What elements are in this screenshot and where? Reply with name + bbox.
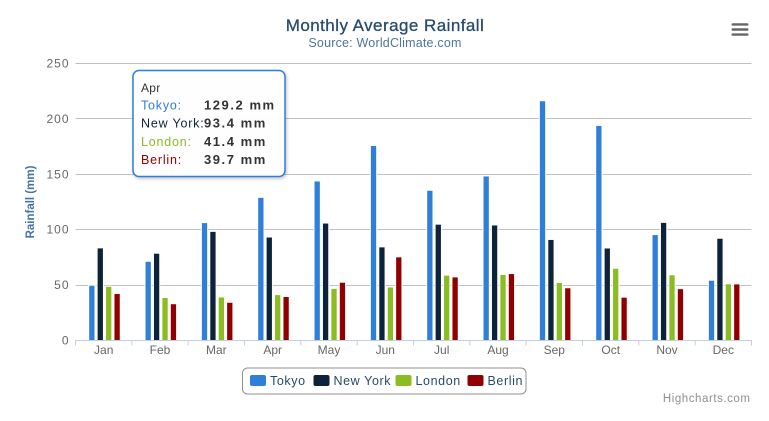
svg-text:Jan: Jan <box>94 343 113 357</box>
svg-text:39.7 mm: 39.7 mm <box>204 152 267 167</box>
svg-text:Jun: Jun <box>376 343 395 357</box>
svg-text:May: May <box>318 343 341 357</box>
svg-text:150: 150 <box>46 167 69 181</box>
svg-text:London: London <box>416 374 461 388</box>
svg-text:41.4 mm: 41.4 mm <box>204 134 267 149</box>
svg-text:Nov: Nov <box>656 343 677 357</box>
svg-text:New York: New York <box>334 374 392 388</box>
svg-text:Apr: Apr <box>263 343 282 357</box>
svg-text:Feb: Feb <box>150 343 171 357</box>
svg-text:London:: London: <box>141 135 192 149</box>
svg-text:Jul: Jul <box>434 343 449 357</box>
svg-text:Tokyo: Tokyo <box>270 374 306 388</box>
svg-text:Monthly Average Rainfall: Monthly Average Rainfall <box>286 16 485 35</box>
svg-text:250: 250 <box>46 57 69 71</box>
svg-text:Source: WorldClimate.com: Source: WorldClimate.com <box>308 36 461 50</box>
svg-text:Aug: Aug <box>487 343 508 357</box>
svg-text:Dec: Dec <box>713 343 734 357</box>
svg-text:Tokyo:: Tokyo: <box>141 99 182 113</box>
svg-text:100: 100 <box>46 223 69 237</box>
svg-text:Mar: Mar <box>206 343 227 357</box>
svg-text:Rainfall (mm): Rainfall (mm) <box>25 165 37 238</box>
svg-text:50: 50 <box>54 278 69 292</box>
svg-text:129.2 mm: 129.2 mm <box>204 98 276 113</box>
svg-text:0: 0 <box>62 334 70 348</box>
svg-text:Oct: Oct <box>601 343 620 357</box>
svg-text:Highcharts.com: Highcharts.com <box>663 393 751 405</box>
svg-text:200: 200 <box>46 112 69 126</box>
svg-text:Berlin:: Berlin: <box>141 153 182 167</box>
svg-text:93.4 mm: 93.4 mm <box>204 116 267 131</box>
svg-text:New York:: New York: <box>141 117 204 131</box>
svg-text:Sep: Sep <box>544 343 566 357</box>
svg-text:Berlin: Berlin <box>488 374 524 388</box>
svg-text:Apr: Apr <box>141 81 161 95</box>
